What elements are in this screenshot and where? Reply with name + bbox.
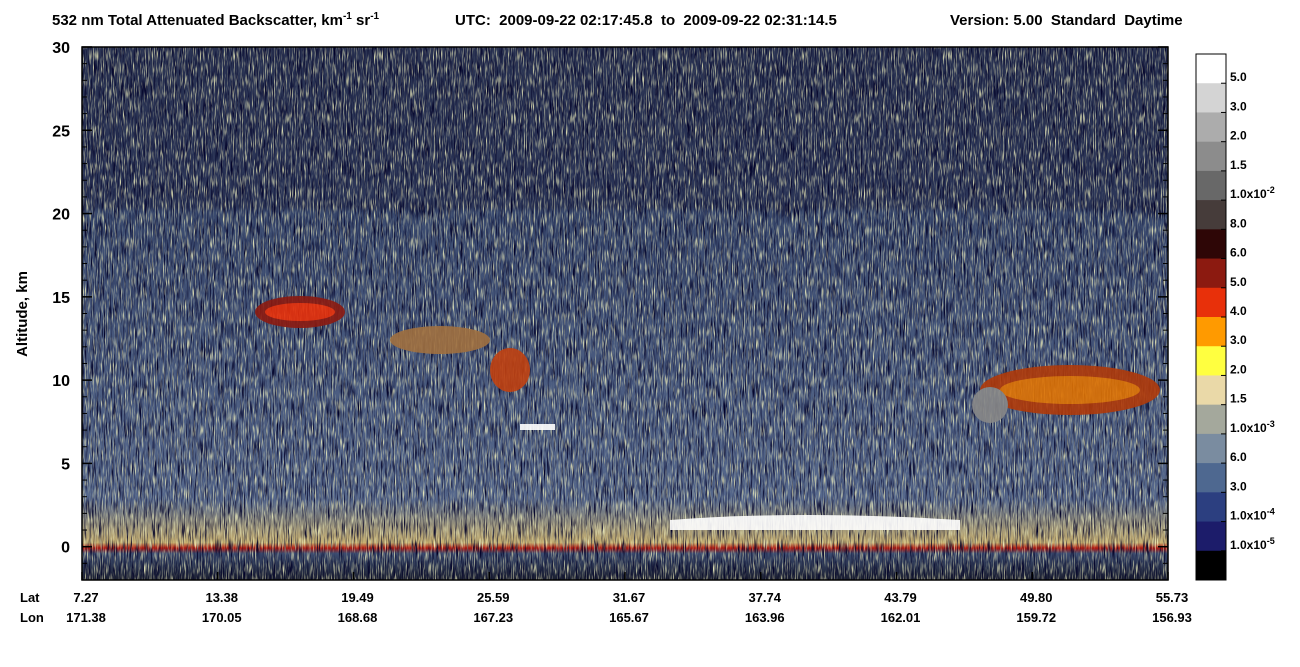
colorbar-label-text: 1.0x10 — [1230, 538, 1267, 552]
lat-tick-label: 25.59 — [477, 590, 510, 605]
colorbar-label: 1.0x10-4 — [1230, 507, 1275, 523]
colorbar-segment — [1196, 433, 1226, 464]
colorbar-segment — [1196, 463, 1226, 493]
title-product: 532 nm Total Attenuated Backscatter, km — [52, 12, 343, 29]
title-version: Version: 5.00 Standard Daytime — [950, 12, 1183, 29]
lon-tick-label: 159.72 — [1016, 610, 1056, 625]
colorbar-label-text: 3.0 — [1230, 333, 1247, 347]
colorbar-label: 6.0 — [1230, 450, 1247, 464]
image-texture — [82, 47, 1168, 580]
colorbar-segment — [1196, 200, 1226, 230]
colorbar-segment — [1196, 141, 1226, 172]
colorbar-label: 1.5 — [1230, 392, 1247, 406]
colorbar-label-exp: -5 — [1267, 536, 1275, 546]
y-tick-label: 30 — [52, 40, 70, 57]
lat-tick-label: 37.74 — [748, 590, 781, 605]
y-tick-label: 0 — [61, 540, 70, 557]
colorbar-label-text: 2.0 — [1230, 362, 1247, 376]
y-axis-label: Altitude, km — [14, 271, 31, 357]
colorbar-label: 6.0 — [1230, 246, 1247, 260]
colorbar-label-exp: -3 — [1267, 419, 1275, 429]
lon-tick-label: 168.68 — [338, 610, 378, 625]
colorbar-segment — [1196, 375, 1226, 406]
colorbar-label: 1.0x10-2 — [1230, 185, 1275, 201]
y-tick-label: 25 — [52, 123, 70, 140]
colorbar-segment — [1196, 258, 1226, 289]
colorbar-label-text: 3.0 — [1230, 479, 1247, 493]
lon-label: Lon — [20, 610, 44, 625]
colorbar-label-text: 3.0 — [1230, 99, 1247, 113]
lat-tick-label: 55.73 — [1156, 590, 1189, 605]
colorbar-label-text: 2.0 — [1230, 129, 1247, 143]
lon-tick-label: 156.93 — [1152, 610, 1192, 625]
lat-tick-label: 49.80 — [1020, 590, 1053, 605]
colorbar-segment — [1196, 83, 1226, 113]
colorbar-label: 3.0 — [1230, 479, 1247, 493]
lon-tick-label: 163.96 — [745, 610, 785, 625]
colorbar-segment — [1196, 550, 1226, 581]
colorbar-label-text: 1.0x10 — [1230, 421, 1267, 435]
colorbar-label-exp: -2 — [1267, 185, 1275, 195]
colorbar-label: 3.0 — [1230, 99, 1247, 113]
colorbar-label: 1.5 — [1230, 158, 1247, 172]
lat-tick-label: 31.67 — [613, 590, 646, 605]
colorbar-label-text: 1.5 — [1230, 158, 1247, 172]
colorbar-label: 2.0 — [1230, 362, 1247, 376]
colorbar-segment — [1196, 170, 1226, 201]
colorbar-segment — [1196, 317, 1226, 347]
colorbar-label-text: 1.0x10 — [1230, 187, 1267, 201]
colorbar-label: 4.0 — [1230, 304, 1247, 318]
colorbar-label-text: 4.0 — [1230, 304, 1247, 318]
title-sup: -1 — [343, 11, 352, 22]
lat-tick-label: 43.79 — [884, 590, 917, 605]
colorbar-label: 2.0 — [1230, 129, 1247, 143]
title-unit: sr — [352, 12, 371, 29]
y-tick-label: 15 — [52, 290, 70, 307]
lon-tick-label: 167.23 — [473, 610, 513, 625]
title-utc: UTC: 2009-09-22 02:17:45.8 to 2009-09-22… — [455, 12, 837, 29]
colorbar-label-text: 5.0 — [1230, 275, 1247, 289]
lon-tick-label: 171.38 — [66, 610, 106, 625]
lon-tick-label: 170.05 — [202, 610, 242, 625]
colorbar-label-text: 8.0 — [1230, 216, 1247, 230]
colorbar-segment — [1196, 521, 1226, 552]
colorbar-label-text: 5.0 — [1230, 70, 1247, 84]
y-tick-label: 10 — [52, 373, 70, 390]
colorbar-label: 3.0 — [1230, 333, 1247, 347]
colorbar-segment — [1196, 112, 1226, 143]
colorbar-label: 1.0x10-5 — [1230, 536, 1275, 552]
lon-tick-label: 162.01 — [881, 610, 921, 625]
chart-title: 532 nm Total Attenuated Backscatter, km-… — [52, 11, 380, 29]
colorbar-segment — [1196, 287, 1226, 318]
colorbar-label: 1.0x10-3 — [1230, 419, 1275, 435]
colorbar-label-text: 6.0 — [1230, 246, 1247, 260]
colorbar-label: 5.0 — [1230, 70, 1247, 84]
lat-label: Lat — [20, 590, 40, 605]
lat-tick-label: 13.38 — [205, 590, 238, 605]
colorbar-label-text: 1.0x10 — [1230, 509, 1267, 523]
y-tick-label: 5 — [61, 456, 70, 473]
colorbar-segment — [1196, 54, 1226, 84]
colorbar-segment — [1196, 229, 1226, 260]
plot-area — [81, 46, 1169, 581]
lon-tick-label: 165.67 — [609, 610, 649, 625]
colorbar-segment — [1196, 346, 1226, 376]
colorbar-label: 8.0 — [1230, 216, 1247, 230]
y-tick-label: 20 — [52, 207, 70, 224]
colorbar-label-text: 6.0 — [1230, 450, 1247, 464]
title-sup: -1 — [370, 11, 379, 22]
cloud-features — [255, 296, 1160, 530]
lat-tick-label: 19.49 — [341, 590, 374, 605]
lat-tick-label: 7.27 — [73, 590, 98, 605]
colorbar-label: 5.0 — [1230, 275, 1247, 289]
colorbar-segment — [1196, 492, 1226, 523]
colorbar-segment — [1196, 404, 1226, 435]
colorbar-label-text: 1.5 — [1230, 392, 1247, 406]
colorbar-label-exp: -4 — [1267, 507, 1275, 517]
